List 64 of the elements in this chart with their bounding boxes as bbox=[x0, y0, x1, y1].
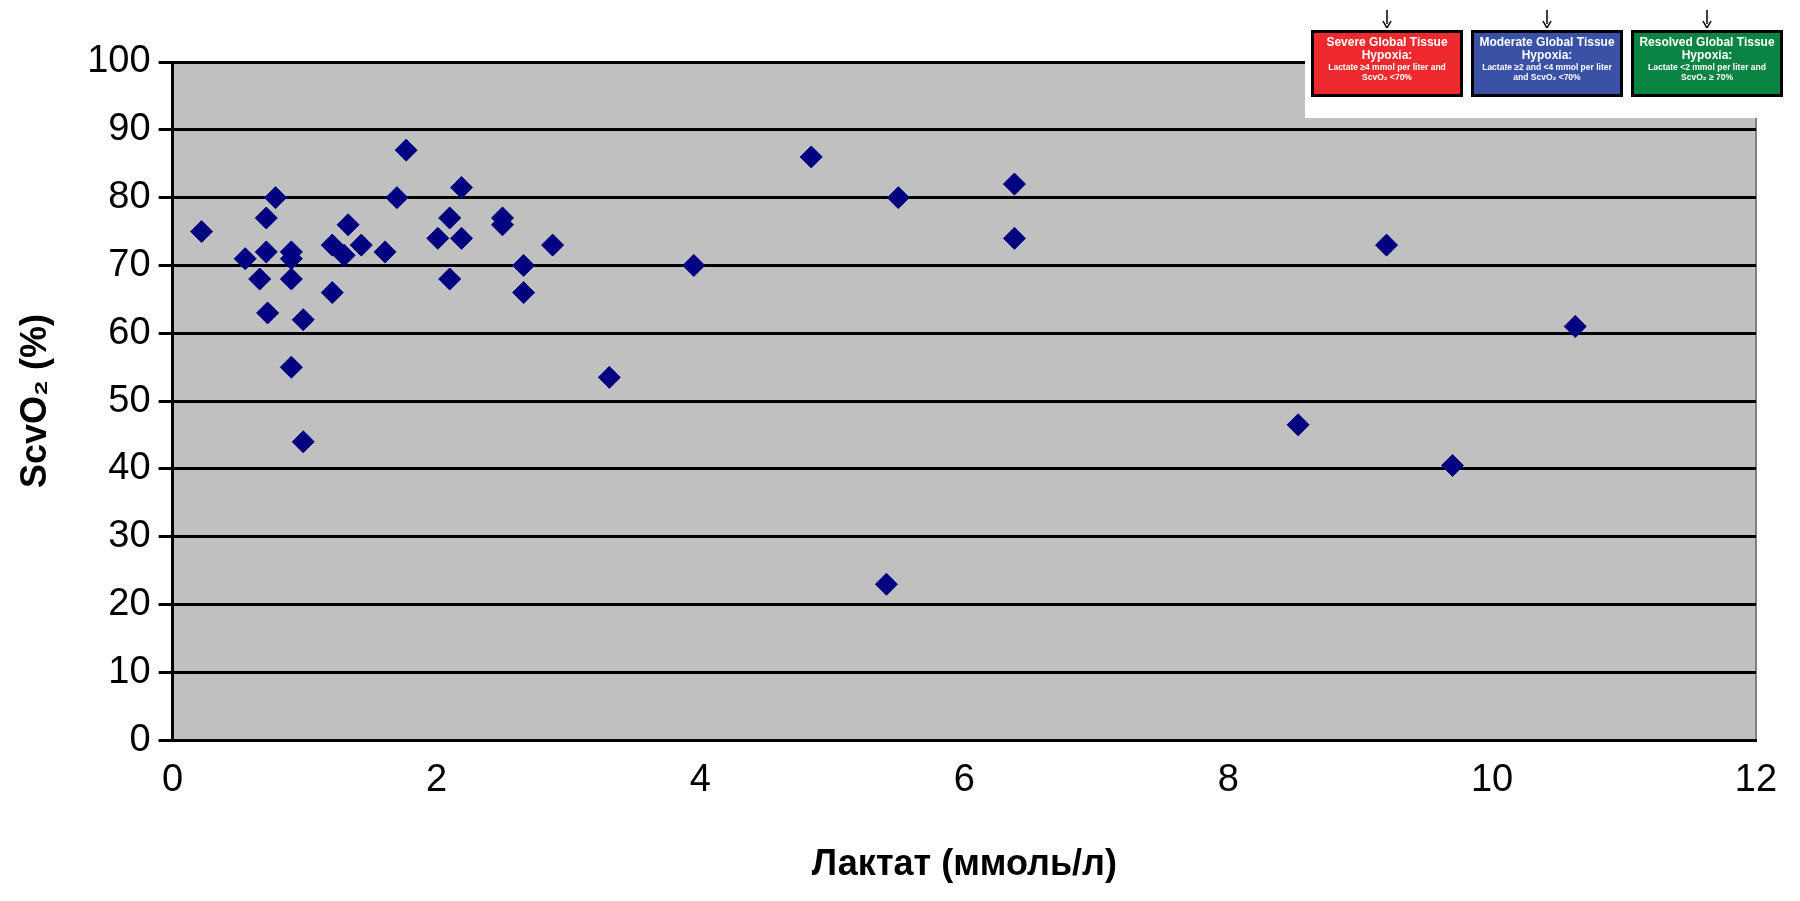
x-tick-label: 4 bbox=[689, 757, 711, 800]
point bbox=[438, 267, 462, 291]
point bbox=[320, 281, 344, 305]
point bbox=[1441, 454, 1465, 478]
annotation: Lactate ≥4 mmol per liter and ScvO₂ <70% bbox=[1327, 62, 1447, 82]
y-tick-label: 90 bbox=[108, 106, 151, 149]
y-tick-label: 20 bbox=[108, 581, 151, 624]
point bbox=[450, 175, 474, 199]
annotation: Lactate ≥2 and <4 mmol per liter and ScvO₂ <70% bbox=[1481, 62, 1613, 82]
point bbox=[512, 253, 536, 277]
point bbox=[1002, 226, 1026, 250]
y-tick-label: 30 bbox=[108, 513, 151, 556]
x-tick-label: 6 bbox=[953, 757, 975, 800]
y-tick-label: 60 bbox=[108, 309, 151, 352]
point bbox=[320, 233, 344, 257]
point bbox=[349, 233, 373, 257]
point bbox=[682, 253, 706, 277]
x-tick-label: 2 bbox=[425, 757, 448, 800]
point bbox=[264, 186, 288, 210]
point bbox=[233, 247, 257, 271]
y-tick-label: 40 bbox=[108, 445, 151, 488]
point bbox=[1286, 413, 1310, 437]
y-tick-label: 10 bbox=[108, 648, 151, 691]
text: Moderate Global Tissue Hypoxia: bbox=[1479, 35, 1615, 62]
text: Severe Global Tissue Hypoxia: bbox=[1326, 35, 1448, 62]
point bbox=[450, 226, 474, 250]
x-tick-label: 8 bbox=[1217, 757, 1239, 800]
point bbox=[254, 240, 278, 264]
point bbox=[332, 243, 356, 267]
point bbox=[373, 240, 397, 264]
x-axis-title: Лактат (ммоль/л) bbox=[811, 842, 1117, 884]
point bbox=[426, 226, 450, 250]
point bbox=[799, 145, 823, 169]
point bbox=[190, 220, 214, 244]
point bbox=[291, 308, 315, 332]
y-axis-title: ScvO₂ (%) bbox=[12, 314, 54, 489]
annotation: Lactate <2 mmol per liter and ScvO₂ ≥ 70% bbox=[1647, 62, 1767, 82]
point bbox=[291, 430, 315, 454]
text: Resolved Global Tissue Hypoxia: bbox=[1639, 35, 1775, 62]
y-tick-label: 100 bbox=[87, 38, 151, 81]
point bbox=[438, 206, 462, 230]
y-tick-label: 50 bbox=[108, 377, 151, 420]
point bbox=[1002, 172, 1026, 196]
point bbox=[254, 206, 278, 230]
x-tick-label: 12 bbox=[1734, 757, 1778, 800]
point bbox=[279, 355, 303, 379]
point bbox=[279, 267, 303, 291]
y-tick-label: 0 bbox=[129, 716, 151, 759]
point bbox=[512, 281, 536, 305]
point bbox=[597, 365, 621, 389]
point bbox=[541, 233, 565, 257]
x-tick-label: 10 bbox=[1470, 757, 1514, 800]
point bbox=[1375, 233, 1399, 257]
point bbox=[256, 301, 280, 325]
point bbox=[886, 186, 910, 210]
point bbox=[1563, 315, 1587, 338]
y-tick-label: 80 bbox=[108, 174, 151, 217]
point bbox=[248, 267, 272, 291]
point bbox=[336, 213, 360, 237]
point bbox=[874, 572, 898, 596]
point bbox=[385, 186, 409, 210]
x-tick-label: 0 bbox=[162, 757, 184, 800]
y-tick-label: 70 bbox=[108, 241, 151, 284]
point bbox=[394, 138, 418, 162]
